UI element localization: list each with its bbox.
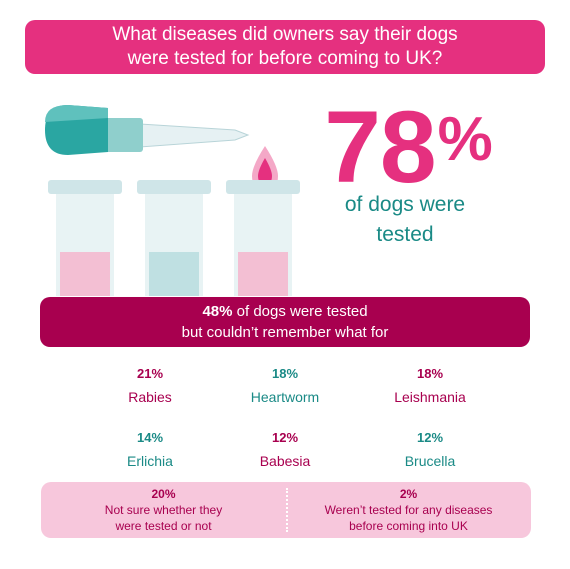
title-banner: What diseases did owners say their dogs … [25, 20, 545, 74]
disease-label: Leishmania [394, 389, 466, 405]
disease-value: 12% [271, 430, 299, 445]
footer-left-line-1: Not sure whether they [104, 503, 223, 517]
disease-label: Babesia [259, 453, 311, 469]
test-tube-icon [137, 180, 211, 296]
disease-stat-rabies: 21% Rabies [60, 365, 240, 407]
unsure-value: 48% [202, 303, 233, 320]
disease-value: 14% [136, 430, 164, 445]
disease-value: 12% [416, 430, 444, 445]
headline-stat: 78% [298, 80, 518, 207]
headline-unit: % [437, 105, 493, 174]
disease-label: Rabies [128, 389, 172, 405]
disease-stat-erlichia: 14% Erlichia [60, 429, 240, 471]
test-tube-icon [226, 180, 300, 296]
droplet-icon [252, 146, 278, 190]
disease-value: 18% [271, 366, 299, 381]
footer-not-sure: 20% Not sure whether they were tested or… [41, 482, 286, 538]
disease-stat-leishmania: 18% Leishmania [340, 365, 520, 407]
unsure-banner: 48% of dogs were tested but couldn’t rem… [40, 297, 530, 347]
disease-label: Erlichia [127, 453, 173, 469]
title-line-1: What diseases did owners say their dogs [112, 24, 458, 45]
dropper-icon [45, 105, 250, 155]
footer-right-line-2: before coming into UK [349, 519, 468, 533]
footer-right-line-1: Weren’t tested for any diseases [324, 503, 493, 517]
disease-stat-babesia: 12% Babesia [195, 429, 375, 471]
footer-left-value: 20% [151, 487, 176, 501]
disease-value: 18% [416, 366, 444, 381]
disease-label: Brucella [404, 453, 456, 469]
test-tube-icon [48, 180, 122, 296]
unsure-line-2: but couldn’t remember what for [181, 324, 389, 341]
title-line-2: were tested for before coming to UK? [127, 48, 443, 69]
unsure-line-1-text: of dogs were tested [232, 303, 368, 320]
headline-value: 78 [324, 90, 436, 204]
test-tubes-illustration [45, 105, 300, 296]
headline-subtitle: of dogs were tested [315, 190, 495, 250]
footer-right-value: 2% [399, 487, 418, 501]
disease-value: 21% [136, 366, 164, 381]
disease-stat-brucella: 12% Brucella [340, 429, 520, 471]
footer-divider [286, 488, 288, 532]
headline-sub-line-1: of dogs were [344, 193, 466, 216]
unsure-line-1: 48% of dogs were tested [40, 301, 530, 322]
headline-sub-line-2: tested [376, 223, 434, 246]
footer-not-tested: 2% Weren’t tested for any diseases befor… [286, 482, 531, 538]
disease-label: Heartworm [250, 389, 320, 405]
footer-left-line-2: were tested or not [115, 519, 212, 533]
footer-box: 20% Not sure whether they were tested or… [41, 482, 531, 538]
disease-stat-heartworm: 18% Heartworm [195, 365, 375, 407]
